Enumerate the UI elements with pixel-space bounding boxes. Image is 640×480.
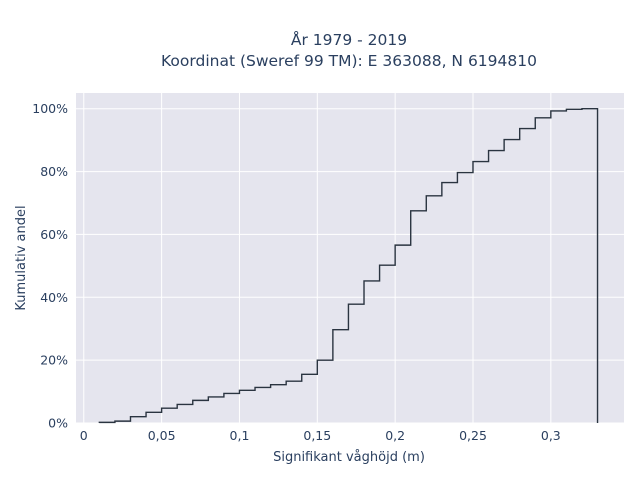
y-tick-label: 0%: [48, 416, 68, 431]
plot-area: [76, 93, 624, 423]
cumulative-step-line: [98, 108, 599, 424]
x-tick-label: 0,25: [459, 428, 487, 443]
x-tick-label: 0,15: [303, 428, 331, 443]
x-tick-labels: 0 0,05 0,1 0,15 0,2 0,25 0,3: [80, 428, 561, 443]
x-tick-label: 0,1: [230, 428, 250, 443]
y-tick-label: 60%: [40, 227, 68, 242]
y-tick-label: 40%: [40, 290, 68, 305]
y-axis-title: Kumulativ andel: [14, 205, 29, 310]
x-tick-label: 0,05: [148, 428, 176, 443]
y-tick-label: 20%: [40, 353, 68, 368]
y-tick-label: 100%: [32, 101, 68, 116]
y-tick-label: 80%: [40, 164, 68, 179]
x-axis-title: Signifikant våghöjd (m): [273, 450, 425, 465]
x-tick-label: 0,3: [541, 428, 561, 443]
x-tick-label: 0,2: [385, 428, 405, 443]
y-tick-labels: 0% 20% 40% 60% 80% 100%: [32, 101, 68, 430]
chart-title-line-1: År 1979 - 2019: [291, 30, 407, 49]
x-tick-label: 0: [80, 428, 88, 443]
chart-title-line-2: Koordinat (Sweref 99 TM): E 363088, N 61…: [161, 52, 537, 70]
